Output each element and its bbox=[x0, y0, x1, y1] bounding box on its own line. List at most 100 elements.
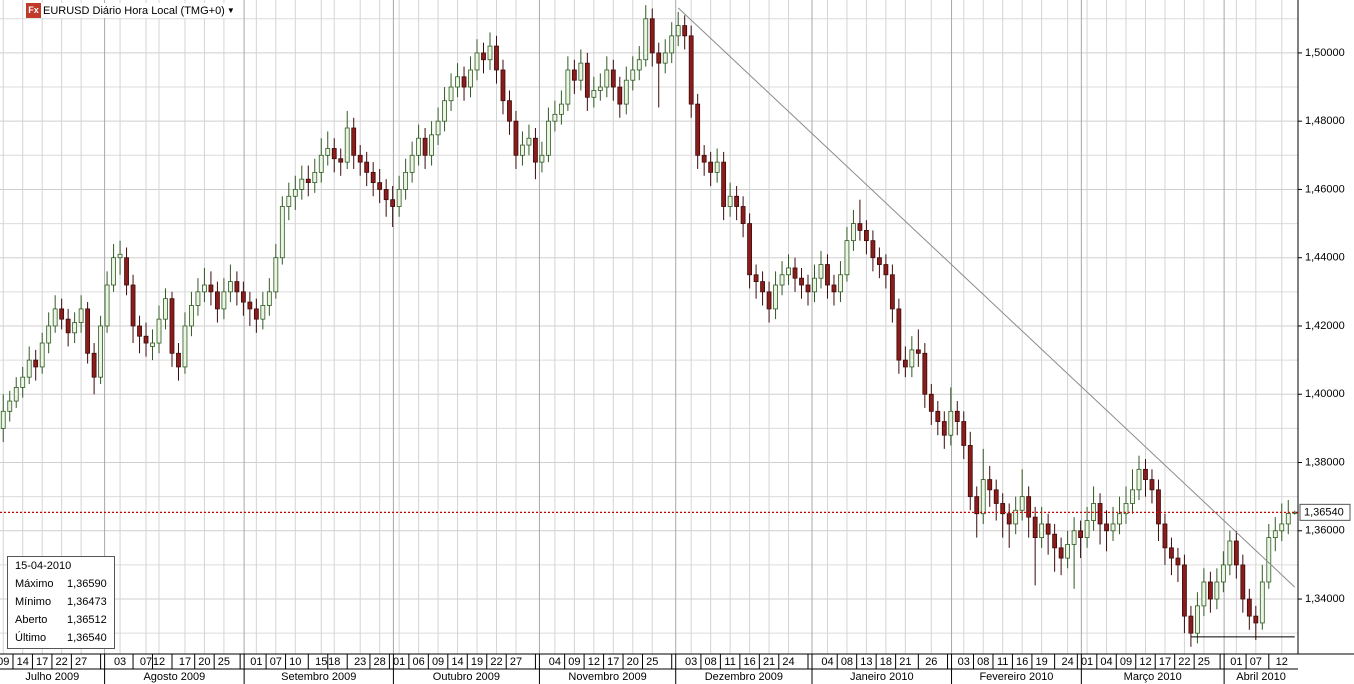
symbol-header[interactable]: Fx EURUSD Diário Hora Local (TMG+0) ▼ bbox=[26, 3, 235, 18]
chart-title: EURUSD Diário Hora Local (TMG+0) bbox=[43, 4, 225, 17]
candle-down bbox=[377, 182, 383, 190]
candle-up bbox=[578, 62, 584, 81]
candle-down bbox=[1104, 523, 1109, 532]
candle-up bbox=[1117, 513, 1122, 525]
x-tick-label: 27 bbox=[510, 656, 522, 668]
candle-down bbox=[857, 223, 863, 231]
candle-down bbox=[688, 35, 694, 105]
candle-down bbox=[1032, 516, 1038, 539]
candle-up bbox=[669, 35, 675, 54]
candle-down bbox=[993, 489, 999, 504]
candle-down bbox=[507, 100, 512, 122]
x-tick-label: 13 bbox=[860, 656, 872, 668]
candle-down bbox=[649, 18, 655, 54]
candle-up bbox=[416, 137, 422, 156]
candle-up bbox=[1227, 540, 1233, 566]
candle-down bbox=[364, 161, 370, 173]
candle-down bbox=[176, 352, 181, 368]
candle-down bbox=[169, 298, 175, 354]
candle-up bbox=[727, 195, 733, 207]
candle-up bbox=[20, 376, 26, 388]
x-tick-label: 27 bbox=[75, 656, 87, 668]
candle-down bbox=[351, 127, 357, 156]
candle-up bbox=[526, 137, 532, 146]
candle-down bbox=[766, 291, 772, 310]
candle-down bbox=[370, 171, 376, 184]
x-tick-label: 21 bbox=[763, 656, 775, 668]
candle-down bbox=[305, 178, 311, 184]
candle-down bbox=[1233, 540, 1239, 566]
candle-up bbox=[117, 253, 123, 259]
x-tick-label: 07 bbox=[270, 656, 282, 668]
candle-up bbox=[111, 257, 116, 286]
month-label: Abril 2010 bbox=[1236, 671, 1286, 683]
x-tick-label: 20 bbox=[198, 656, 210, 668]
candle-down bbox=[799, 277, 804, 286]
candle-down bbox=[967, 445, 973, 498]
x-tick-label: 08 bbox=[977, 656, 989, 668]
candle-down bbox=[1045, 523, 1051, 535]
candle-down bbox=[610, 69, 616, 88]
candle-up bbox=[604, 69, 610, 88]
candle-down bbox=[805, 284, 811, 293]
candle-down bbox=[1006, 513, 1012, 525]
candle-down bbox=[571, 69, 577, 81]
x-tick-label: 09 bbox=[568, 656, 580, 668]
candle-up bbox=[163, 298, 168, 320]
candle-up bbox=[150, 342, 155, 347]
candle-down bbox=[896, 308, 902, 361]
candle-up bbox=[773, 284, 778, 310]
candle-up bbox=[52, 308, 58, 327]
candle-down bbox=[1097, 503, 1103, 525]
candle-down bbox=[390, 199, 396, 207]
candle-down bbox=[617, 86, 623, 105]
candle-down bbox=[935, 410, 941, 422]
candle-up bbox=[266, 291, 272, 306]
x-tick-label: 22 bbox=[56, 656, 68, 668]
last-price-box bbox=[1299, 503, 1351, 521]
x-tick-label: 17 bbox=[607, 656, 619, 668]
candle-down bbox=[533, 137, 538, 163]
candle-up bbox=[643, 18, 649, 61]
x-tick-label: 25 bbox=[1198, 656, 1210, 668]
y-tick-label: 1,34000 bbox=[1305, 593, 1345, 605]
candle-up bbox=[442, 100, 447, 122]
candle-up bbox=[104, 284, 110, 327]
candle-up bbox=[636, 59, 642, 71]
x-tick-label: 25 bbox=[646, 656, 658, 668]
x-tick-label: 06 bbox=[412, 656, 424, 668]
x-tick-label: 04 bbox=[549, 656, 561, 668]
x-tick-label: 14 bbox=[17, 656, 29, 668]
candle-down bbox=[987, 479, 993, 491]
candle-down bbox=[760, 281, 765, 293]
x-tick-label: 12 bbox=[153, 656, 165, 668]
info-label: Aberto bbox=[15, 614, 48, 626]
candle-up bbox=[838, 274, 843, 293]
y-tick-label: 1,38000 bbox=[1305, 456, 1345, 468]
x-tick-label: 12 bbox=[1276, 656, 1288, 668]
x-tick-label: 24 bbox=[782, 656, 794, 668]
candle-down bbox=[870, 240, 876, 259]
candle-down bbox=[494, 45, 499, 71]
candle-down bbox=[961, 421, 967, 446]
candle-down bbox=[825, 264, 830, 286]
candle-down bbox=[65, 318, 71, 334]
candle-up bbox=[1266, 537, 1272, 583]
x-tick-label: 03 bbox=[114, 656, 126, 668]
candle-up bbox=[260, 305, 266, 320]
candle-down bbox=[1188, 615, 1194, 634]
month-label: Julho 2009 bbox=[25, 671, 79, 683]
candle-up bbox=[948, 410, 954, 436]
candle-up bbox=[202, 284, 207, 293]
dropdown-arrow: ▼ bbox=[226, 6, 235, 15]
candle-up bbox=[546, 120, 551, 156]
candle-down bbox=[85, 308, 91, 354]
candle-up bbox=[851, 223, 856, 242]
x-tick-label: 17 bbox=[36, 656, 48, 668]
candle-up bbox=[292, 189, 298, 197]
candle-down bbox=[889, 274, 895, 310]
x-tick-label: 19 bbox=[471, 656, 483, 668]
candle-down bbox=[1078, 530, 1083, 539]
month-label: Outubro 2009 bbox=[433, 671, 500, 683]
candle-down bbox=[513, 120, 519, 156]
